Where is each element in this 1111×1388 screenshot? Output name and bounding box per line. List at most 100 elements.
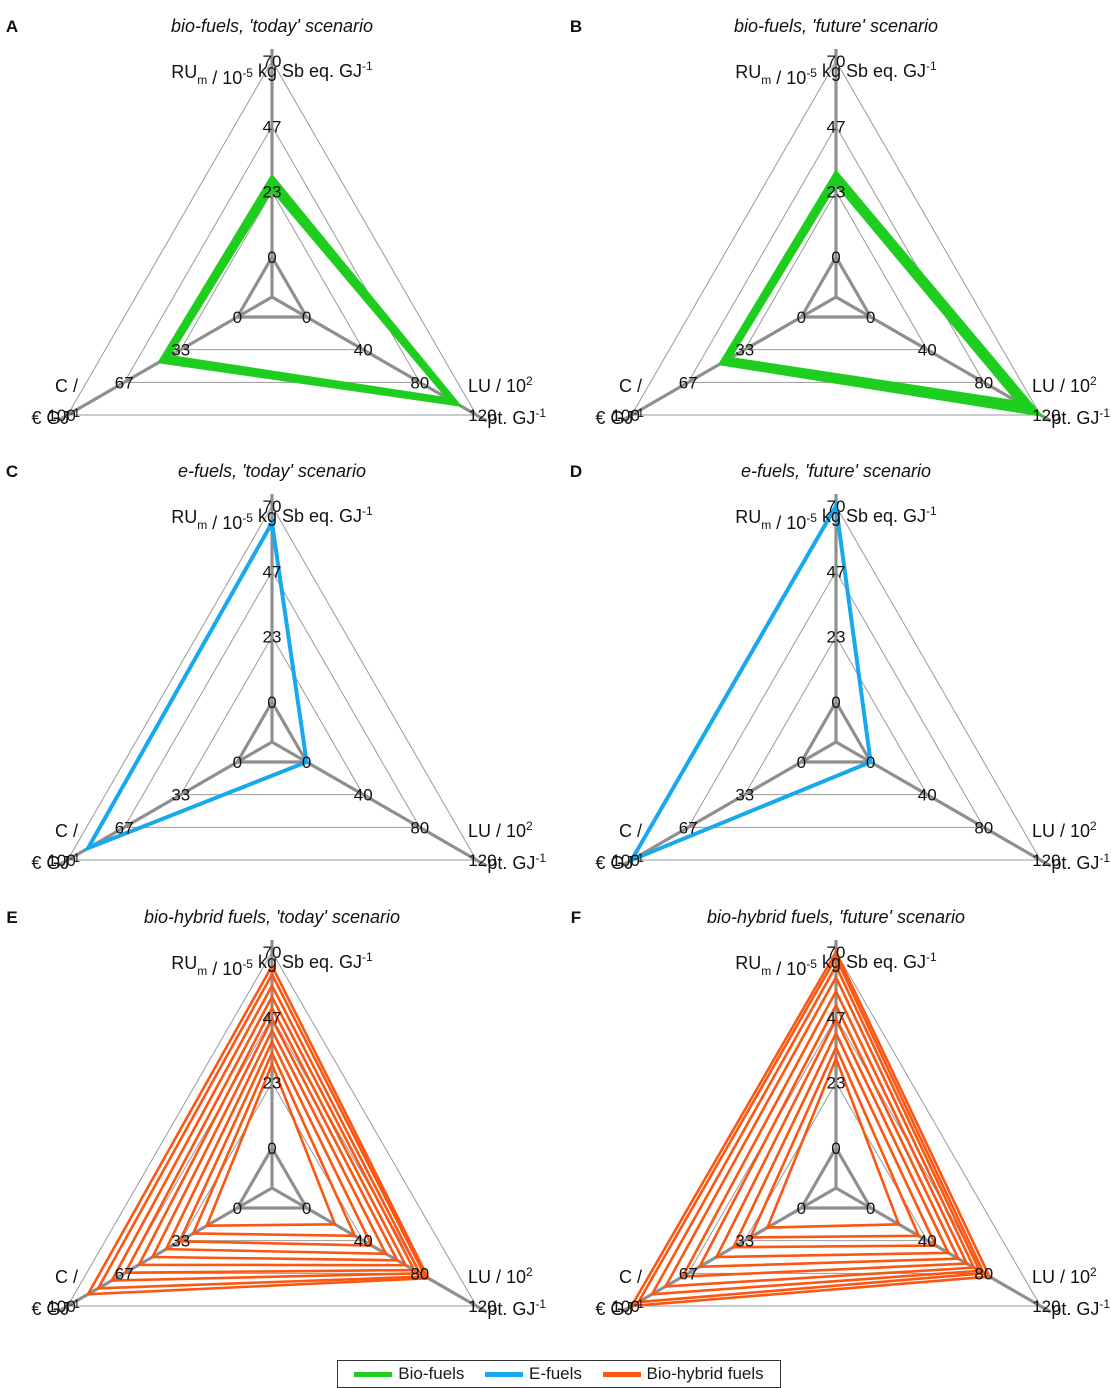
series-polygon-2 <box>748 1043 921 1239</box>
series-group <box>85 963 431 1296</box>
tick-label: 40 <box>354 1232 373 1251</box>
panel-title: e-fuels, 'today' scenario <box>178 461 366 481</box>
series-polygon-10 <box>85 963 431 1296</box>
legend-label-e-fuels: E-fuels <box>529 1364 582 1383</box>
axis-title-lu-unit: pt. GJ-1 <box>1051 1297 1110 1319</box>
tick-label: 47 <box>263 1008 282 1027</box>
axis-title-lu: LU / 102 <box>1032 374 1097 396</box>
tick-label: 40 <box>918 1232 937 1251</box>
axis-title-c: C / <box>619 1267 642 1287</box>
series-polygon-5 <box>150 1016 400 1262</box>
legend-item-e-fuels: E-fuels <box>485 1364 582 1384</box>
series-group <box>626 499 873 865</box>
legend-label-bio-fuels: Bio-fuels <box>398 1364 465 1383</box>
grid-ring-3 <box>66 950 478 1307</box>
series-group <box>629 949 992 1308</box>
axis-zero-triangle <box>234 1144 310 1210</box>
axis-title-ru: RUm / 10-5 kg Sb eq. GJ-1 <box>171 950 373 979</box>
tick-label: 120 <box>468 406 496 425</box>
series-polygon-4 <box>714 1016 951 1259</box>
tick-label: 120 <box>468 851 496 870</box>
tick-label: 0 <box>831 1139 840 1158</box>
series-polygon-6 <box>680 988 969 1279</box>
tick-label: 100 <box>611 1297 639 1316</box>
axis-title-c-unit: € GJ-1 <box>595 406 644 428</box>
tick-label: 33 <box>735 786 754 805</box>
tick-label: 0 <box>233 753 242 772</box>
tick-label: 80 <box>974 373 993 392</box>
series-polygon-5 <box>697 1002 961 1269</box>
grid-ring-3 <box>66 504 478 861</box>
tick-label: 70 <box>827 943 846 962</box>
series-polygon-6 <box>136 1005 408 1267</box>
panel-letter: B <box>570 17 582 36</box>
axis-title-lu-unit: pt. GJ-1 <box>487 406 546 428</box>
series-polygon-3 <box>731 1030 938 1249</box>
tick-label: 0 <box>797 753 806 772</box>
axis-title-ru: RUm / 10-5 kg Sb eq. GJ-1 <box>735 504 937 533</box>
tick-label: 0 <box>866 753 875 772</box>
tick-label: 120 <box>1032 1297 1060 1316</box>
axis-title-ru: RUm / 10-5 kg Sb eq. GJ-1 <box>735 950 937 979</box>
panel-letter: E <box>6 908 17 927</box>
tick-label: 100 <box>47 851 75 870</box>
tick-label: 23 <box>827 183 846 202</box>
axis-title-c: C / <box>619 376 642 396</box>
series-polygon-8 <box>109 982 422 1282</box>
series-polygon-1 <box>626 499 873 865</box>
grid-ring-2 <box>123 570 421 828</box>
tick-label: 0 <box>233 1199 242 1218</box>
series-polygon-2 <box>191 1049 357 1238</box>
panel-letter: F <box>571 908 581 927</box>
tick-label: 47 <box>827 562 846 581</box>
tick-label: 47 <box>827 1008 846 1027</box>
axis-zero-triangle <box>234 698 310 764</box>
grid-ring-2 <box>123 1016 421 1274</box>
tick-label: 0 <box>831 693 840 712</box>
legend-swatch-bio-hybrid-fuels <box>602 1371 641 1377</box>
tick-label: 80 <box>974 1264 993 1283</box>
tick-label: 47 <box>827 117 846 136</box>
tick-label: 0 <box>302 753 311 772</box>
tick-label: 120 <box>1032 851 1060 870</box>
axis-title-lu: LU / 102 <box>1032 819 1097 841</box>
tick-label: 67 <box>679 818 698 837</box>
axis-title-lu: LU / 102 <box>468 374 533 396</box>
tick-label: 47 <box>263 562 282 581</box>
axis-title-lu: LU / 102 <box>468 819 533 841</box>
tick-label: 33 <box>735 1232 754 1251</box>
tick-label: 0 <box>302 1199 311 1218</box>
panel-title: bio-hybrid fuels, 'today' scenario <box>144 907 400 927</box>
tick-label: 23 <box>263 183 282 202</box>
series-polygon-9 <box>636 954 986 1304</box>
series-polygon-1 <box>83 516 309 853</box>
axis-title-lu-unit: pt. GJ-1 <box>1051 851 1110 873</box>
tick-label: 70 <box>263 943 282 962</box>
tick-label: 0 <box>866 308 875 327</box>
tick-label: 0 <box>797 1199 806 1218</box>
tick-label: 0 <box>267 1139 276 1158</box>
series-polygon-1 <box>765 1054 901 1229</box>
tick-label: 80 <box>410 373 429 392</box>
legend-swatch-bio-fuels <box>354 1371 393 1377</box>
tick-label: 100 <box>611 851 639 870</box>
axis-title-ru: RUm / 10-5 kg Sb eq. GJ-1 <box>735 59 937 88</box>
axis-zero-triangle <box>798 253 874 319</box>
axis-title-lu-unit: pt. GJ-1 <box>487 851 546 873</box>
axis-title-c: C / <box>619 821 642 841</box>
tick-label: 100 <box>47 406 75 425</box>
axis-title-c-unit: € GJ-1 <box>31 1297 80 1319</box>
axis-title-lu: LU / 102 <box>1032 1265 1097 1287</box>
legend-item-bio-fuels: Bio-fuels <box>354 1364 464 1384</box>
tick-label: 40 <box>918 341 937 360</box>
series-group <box>83 516 309 853</box>
panel-title: e-fuels, 'future' scenario <box>741 461 931 481</box>
tick-label: 67 <box>115 373 134 392</box>
tick-label: 67 <box>115 818 134 837</box>
tick-label: 23 <box>827 628 846 647</box>
tick-label: 23 <box>263 1074 282 1093</box>
